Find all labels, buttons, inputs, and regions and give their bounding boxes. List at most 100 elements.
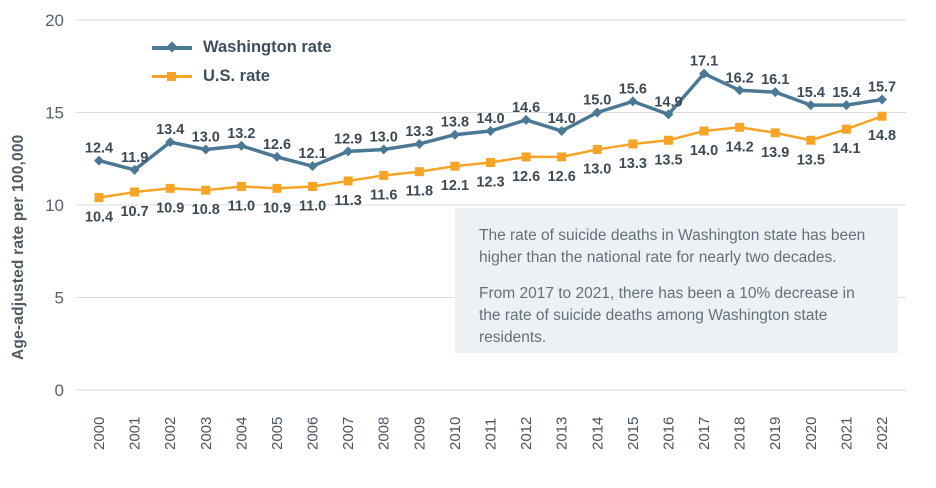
data-point-marker [521, 152, 531, 162]
data-point-marker [699, 68, 710, 79]
data-point-marker [165, 183, 175, 193]
data-point-marker [770, 128, 780, 138]
annotation-paragraph-1: The rate of suicide deaths in Washington… [479, 227, 866, 266]
data-point-label: 11.9 [121, 150, 148, 166]
data-point-marker [592, 107, 603, 118]
x-tick-label: 2018 [732, 417, 749, 450]
data-point-marker [130, 187, 140, 197]
x-tick-label: 2022 [874, 417, 891, 450]
data-point-label: 15.4 [797, 85, 825, 101]
x-tick-label: 2005 [269, 417, 286, 450]
data-point-marker [94, 193, 104, 203]
data-point-marker [307, 161, 318, 172]
washington-line-swatch-icon [152, 41, 192, 53]
data-point-label: 11.0 [228, 199, 255, 215]
data-point-marker [486, 157, 495, 167]
data-point-label: 17.1 [690, 54, 718, 70]
data-point-marker [663, 135, 673, 145]
data-point-marker [557, 152, 567, 162]
data-point-label: 11.8 [406, 184, 433, 200]
data-point-label: 15.7 [868, 80, 896, 96]
data-point-label: 16.2 [726, 70, 754, 86]
data-point-label: 13.5 [797, 152, 825, 168]
data-point-marker [770, 87, 781, 98]
square-marker-icon [167, 71, 176, 81]
data-point-label: 13.0 [192, 130, 220, 146]
y-tick-label: 20 [45, 11, 64, 30]
x-tick-label: 2020 [803, 417, 820, 450]
data-point-marker [734, 85, 745, 96]
data-point-marker [841, 100, 852, 111]
x-tick-label: 2009 [411, 417, 428, 450]
data-point-label: 14.6 [512, 100, 540, 116]
x-tick-label: 2013 [554, 417, 571, 450]
data-point-marker [877, 94, 887, 105]
data-point-marker [236, 140, 247, 151]
data-point-label: 13.3 [619, 156, 647, 172]
us-line-swatch-icon [152, 71, 192, 81]
x-tick-label: 2016 [660, 417, 677, 450]
data-point-marker [201, 185, 211, 195]
data-point-marker [805, 100, 816, 111]
data-point-label: 12.6 [263, 137, 291, 153]
data-point-marker [271, 151, 282, 162]
data-point-marker [343, 146, 354, 157]
data-point-label: 14.1 [832, 141, 860, 157]
data-point-label: 13.4 [156, 122, 184, 138]
data-point-marker [485, 126, 496, 136]
x-tick-label: 2003 [198, 417, 215, 450]
data-point-label: 10.8 [192, 202, 220, 218]
legend-item-washington: Washington rate [152, 33, 332, 62]
data-point-label: 11.6 [370, 187, 397, 203]
x-tick-label: 2006 [305, 417, 322, 450]
x-tick-label: 2002 [162, 417, 179, 450]
x-tick-label: 2008 [376, 417, 393, 450]
data-point-label: 14.0 [476, 111, 504, 127]
data-point-label: 12.1 [441, 178, 469, 194]
data-point-label: 10.7 [120, 204, 148, 220]
data-point-label: 14.0 [690, 143, 718, 159]
data-point-marker [414, 167, 424, 177]
data-point-label: 10.9 [263, 200, 291, 216]
chart-legend: Washington rate U.S. rate [152, 33, 332, 91]
x-tick-label: 2011 [483, 418, 500, 450]
x-tick-label: 2004 [233, 417, 250, 450]
data-point-label: 14.2 [726, 139, 754, 155]
data-point-label: 15.0 [583, 93, 611, 109]
data-point-marker [521, 114, 532, 125]
data-point-marker [556, 126, 567, 136]
annotation-box: The rate of suicide deaths in Washington… [455, 208, 898, 353]
x-tick-label: 2015 [625, 417, 642, 450]
data-point-label: 13.9 [761, 145, 789, 161]
y-tick-label: 0 [55, 381, 64, 400]
data-point-marker [343, 176, 353, 186]
data-point-label: 16.1 [761, 72, 789, 88]
legend-label-us: U.S. rate [203, 67, 270, 85]
data-point-marker [663, 109, 674, 120]
data-point-marker [450, 161, 460, 171]
data-point-marker [806, 135, 816, 145]
data-point-marker [627, 96, 638, 107]
data-point-label: 13.5 [654, 152, 682, 168]
data-point-marker [129, 164, 140, 175]
data-point-label: 13.3 [405, 124, 433, 140]
data-point-marker [592, 145, 602, 154]
y-tick-label: 10 [45, 196, 64, 215]
data-point-label: 13.2 [227, 126, 255, 142]
y-tick-label: 15 [45, 104, 64, 123]
annotation-paragraph-2: From 2017 to 2021, there has been a 10% … [479, 285, 855, 346]
data-point-marker [308, 182, 318, 191]
diamond-marker-icon [166, 41, 178, 53]
data-point-label: 13.0 [583, 162, 611, 178]
legend-label-washington: Washington rate [203, 38, 332, 56]
data-point-label: 10.4 [85, 210, 113, 226]
data-point-marker [379, 170, 389, 180]
data-point-label: 12.4 [85, 141, 113, 157]
data-point-marker [378, 144, 389, 155]
x-tick-label: 2000 [91, 417, 108, 450]
x-tick-label: 2017 [696, 417, 713, 450]
data-point-label: 12.6 [548, 169, 576, 185]
data-point-label: 13.0 [370, 130, 398, 146]
x-tick-label: 2007 [340, 417, 357, 450]
